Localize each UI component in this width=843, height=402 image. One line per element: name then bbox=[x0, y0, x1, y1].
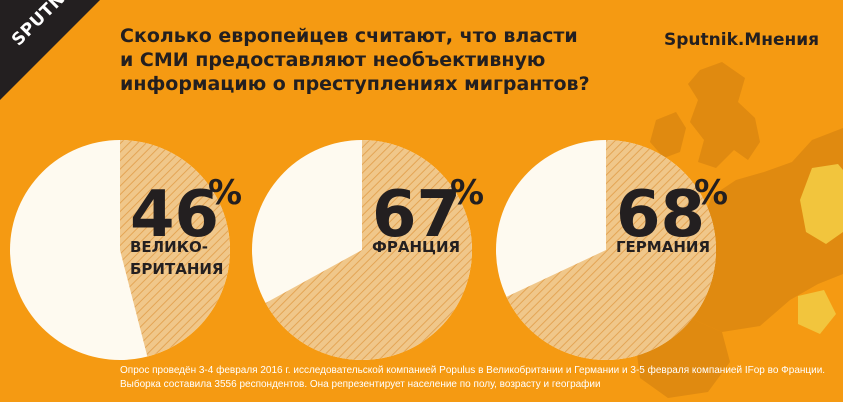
country-label-1-1: ВЕЛИКО- bbox=[130, 238, 208, 256]
section-brand: Sputnik.Мнения bbox=[664, 30, 820, 50]
footnote: Опрос проведён 3-4 февраля 2016 г. иссле… bbox=[120, 364, 830, 392]
page-title: Сколько европейцев считают, что власти и… bbox=[120, 24, 620, 96]
percent-sign-2: % bbox=[450, 173, 484, 213]
value-label-2: 67 bbox=[372, 178, 461, 252]
percent-sign-3: % bbox=[694, 173, 728, 213]
title-line-3: информацию о преступлениях мигрантов? bbox=[120, 73, 590, 95]
value-label-3: 68 bbox=[616, 178, 705, 252]
title-line-2: и СМИ предоставляют необъективную bbox=[120, 49, 546, 71]
country-label-3-1: ГЕРМАНИЯ bbox=[616, 238, 710, 256]
country-label-1-2: БРИТАНИЯ bbox=[130, 260, 223, 278]
pie-slice-2 bbox=[265, 140, 473, 360]
pie-slice-1 bbox=[120, 140, 230, 357]
pie-slice-3 bbox=[506, 140, 716, 360]
footnote-line-1: Опрос проведён 3-4 февраля 2016 г. иссле… bbox=[120, 365, 826, 376]
footnote-line-2: Выборка составила 3556 респондентов. Она… bbox=[120, 379, 601, 390]
value-label-1: 46 bbox=[130, 178, 219, 252]
sputnik-logo bbox=[0, 0, 100, 100]
country-label-2-1: ФРАНЦИЯ bbox=[372, 238, 460, 256]
percent-sign-1: % bbox=[208, 173, 242, 213]
title-line-1: Сколько европейцев считают, что власти bbox=[120, 25, 578, 47]
